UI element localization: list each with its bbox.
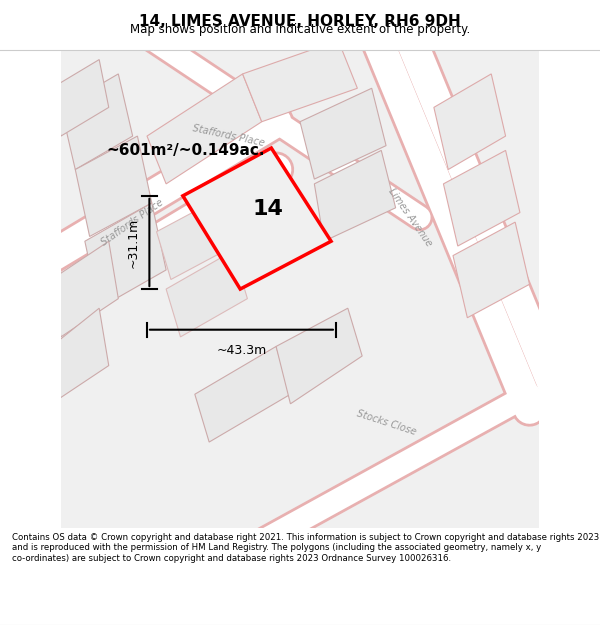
Text: Staffords Place: Staffords Place (191, 124, 265, 149)
Polygon shape (453, 222, 530, 318)
Polygon shape (166, 251, 247, 337)
Polygon shape (157, 194, 242, 279)
Polygon shape (183, 148, 331, 289)
Text: Map shows position and indicative extent of the property.: Map shows position and indicative extent… (130, 23, 470, 36)
Polygon shape (61, 74, 133, 169)
Polygon shape (75, 136, 152, 236)
Polygon shape (443, 151, 520, 246)
Text: ~31.1m: ~31.1m (127, 217, 140, 268)
Text: 14, LIMES AVENUE, HORLEY, RH6 9DH: 14, LIMES AVENUE, HORLEY, RH6 9DH (139, 14, 461, 29)
Text: Stocks Close: Stocks Close (355, 409, 417, 437)
Polygon shape (147, 74, 262, 184)
Polygon shape (52, 241, 118, 337)
Text: ~601m²/~0.149ac.: ~601m²/~0.149ac. (106, 143, 265, 158)
Text: Staffords Place: Staffords Place (100, 197, 166, 248)
Polygon shape (85, 203, 166, 308)
Text: ~43.3m: ~43.3m (217, 344, 266, 357)
Text: Contains OS data © Crown copyright and database right 2021. This information is : Contains OS data © Crown copyright and d… (12, 533, 599, 562)
Polygon shape (242, 41, 358, 122)
Polygon shape (434, 74, 506, 169)
Text: 14: 14 (253, 199, 284, 219)
Polygon shape (314, 151, 395, 241)
Polygon shape (52, 59, 109, 136)
Polygon shape (300, 88, 386, 179)
Polygon shape (195, 346, 290, 442)
Polygon shape (276, 308, 362, 404)
Polygon shape (52, 308, 109, 404)
Text: Limes Avenue: Limes Avenue (386, 186, 434, 248)
